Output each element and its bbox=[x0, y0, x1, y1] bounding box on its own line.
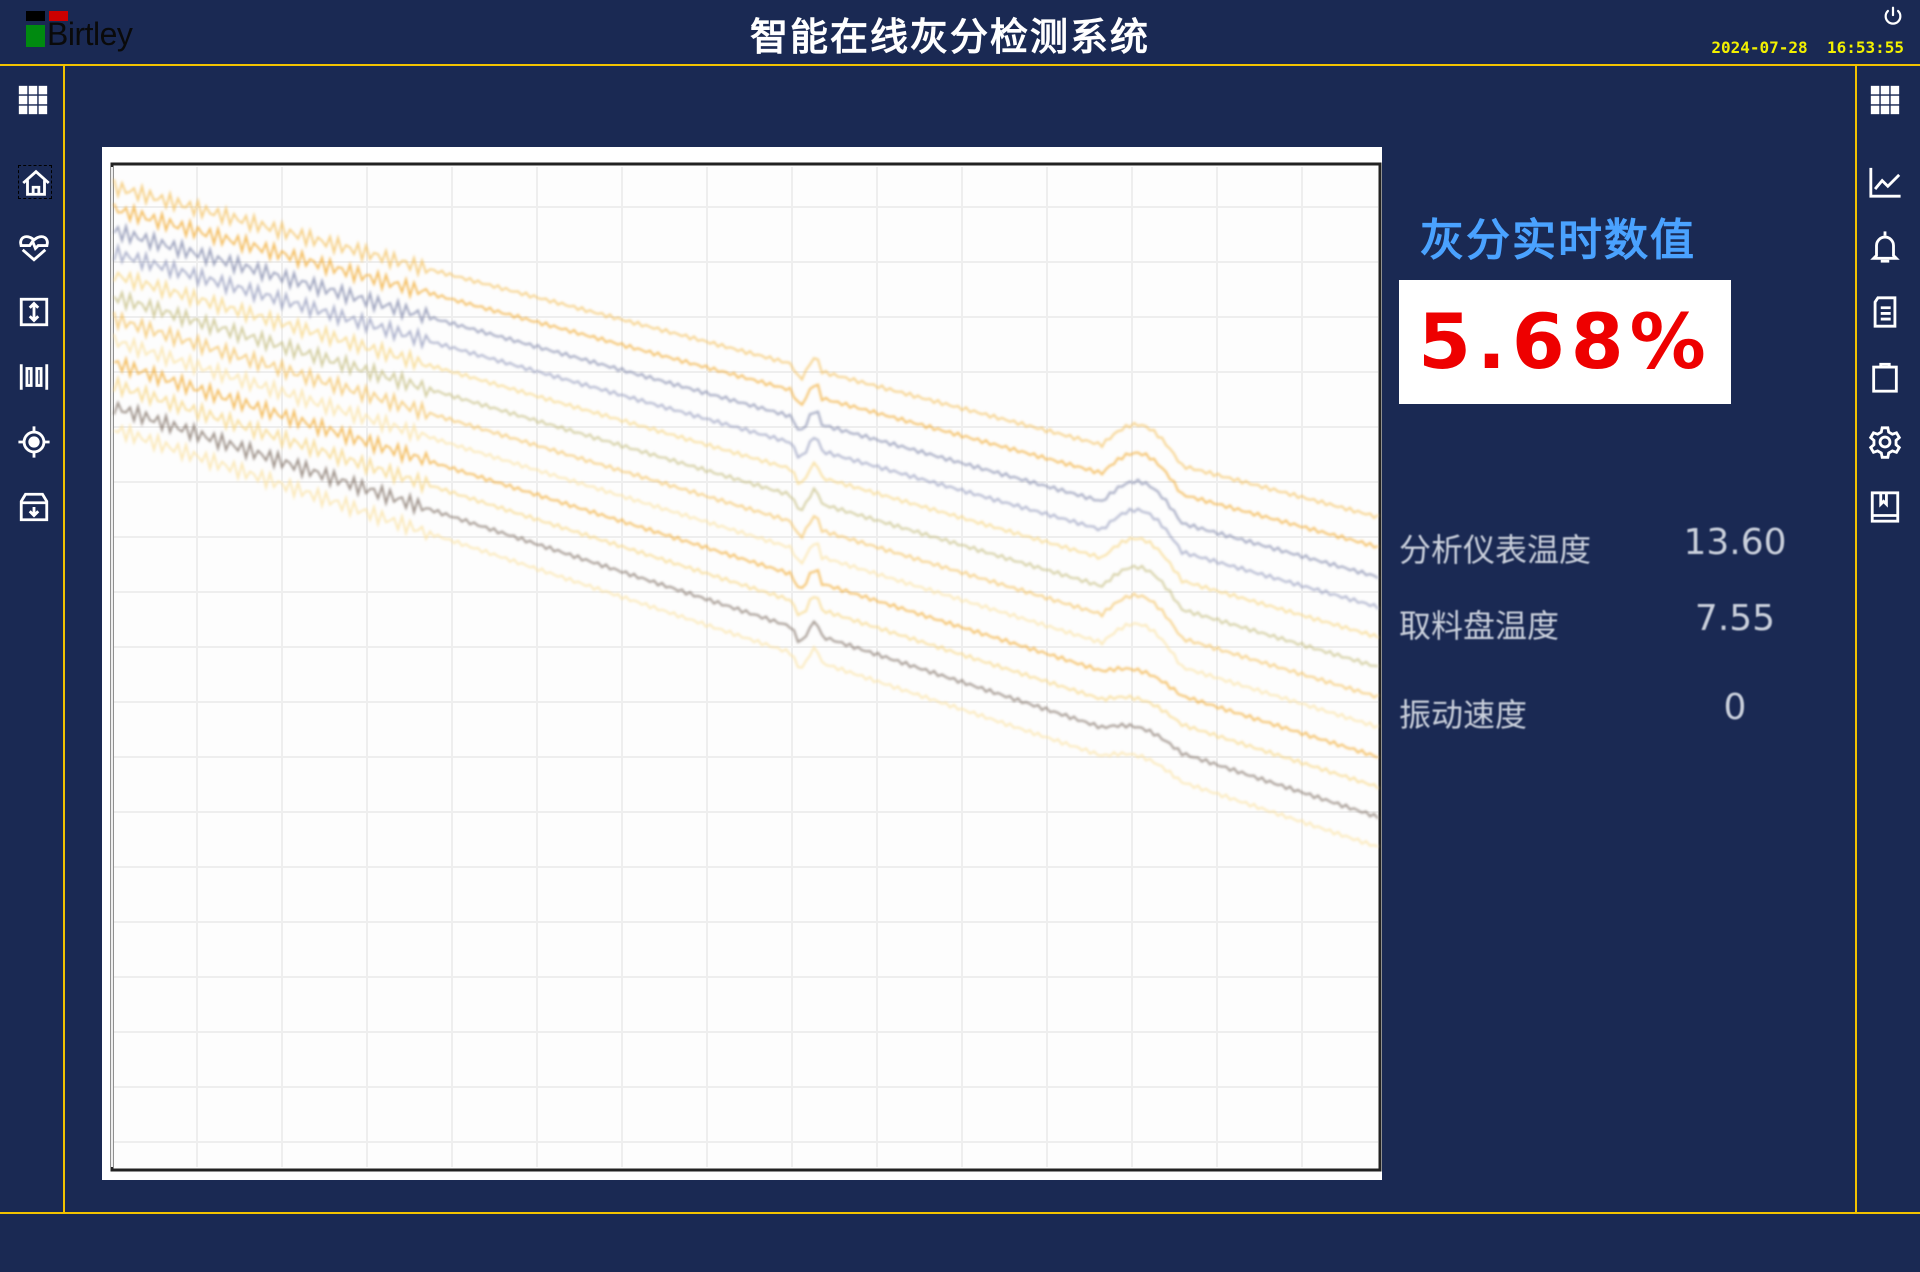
time: 16:53:55 bbox=[1826, 38, 1904, 57]
spectrum-line bbox=[113, 202, 1379, 549]
ash-value-display: 5.68% bbox=[1399, 280, 1731, 404]
metric-label: 振动速度 bbox=[1399, 696, 1528, 734]
datetime: 2024-07-28 16:53:55 bbox=[1711, 38, 1904, 57]
metric-value: 0 bbox=[1723, 687, 1747, 728]
resize-vertical-icon[interactable] bbox=[17, 295, 51, 329]
clipboard-icon[interactable] bbox=[1868, 360, 1902, 394]
ash-value: 5.68% bbox=[1418, 297, 1712, 386]
metric-label: 取料盘温度 bbox=[1399, 607, 1560, 645]
right-sidebar-divider bbox=[1855, 64, 1857, 1212]
barcode-icon[interactable] bbox=[17, 360, 51, 394]
spectrum-line bbox=[113, 310, 1379, 699]
target-icon[interactable] bbox=[17, 425, 51, 459]
page-title: 智能在线灰分检测系统 bbox=[749, 15, 1150, 59]
logo: Birtley bbox=[26, 10, 156, 54]
power-icon[interactable] bbox=[1882, 5, 1904, 27]
bell-icon[interactable] bbox=[1868, 230, 1902, 264]
spectrum-line bbox=[113, 222, 1379, 579]
spectrum-line bbox=[113, 333, 1379, 729]
archive-download-icon[interactable] bbox=[17, 490, 51, 524]
spectrum-line bbox=[113, 178, 1379, 520]
spectrum-line bbox=[113, 355, 1379, 759]
spectrum-line bbox=[113, 374, 1379, 790]
spectrum-line bbox=[113, 422, 1379, 848]
document-icon[interactable] bbox=[1868, 295, 1902, 329]
line-chart-icon[interactable] bbox=[1868, 165, 1902, 199]
date: 2024-07-28 bbox=[1711, 38, 1808, 57]
home-icon[interactable] bbox=[18, 165, 52, 199]
book-icon[interactable] bbox=[1868, 490, 1902, 524]
spectrum-line bbox=[113, 270, 1379, 639]
apps-icon[interactable] bbox=[16, 83, 50, 117]
realtime-title: 灰分实时数值 bbox=[1420, 215, 1696, 266]
spectrum-plot bbox=[110, 162, 1382, 1172]
spectrum-line bbox=[113, 242, 1379, 610]
spectrum-lines bbox=[113, 178, 1379, 848]
metric-value: 13.60 bbox=[1683, 522, 1787, 563]
spectrum-image bbox=[102, 147, 1382, 1180]
heart-pulse-icon[interactable] bbox=[17, 230, 51, 264]
gear-icon[interactable] bbox=[1868, 425, 1902, 459]
spectrum-line bbox=[113, 289, 1379, 668]
footer-divider bbox=[0, 1212, 1920, 1214]
left-sidebar-divider bbox=[63, 64, 65, 1212]
logo-text: Birtley bbox=[47, 16, 133, 52]
metric-value: 7.55 bbox=[1694, 598, 1776, 639]
metric-label: 分析仪表温度 bbox=[1399, 531, 1592, 569]
apps-icon[interactable] bbox=[1868, 83, 1902, 117]
header-divider bbox=[0, 64, 1920, 66]
spectrum-line bbox=[113, 400, 1379, 820]
